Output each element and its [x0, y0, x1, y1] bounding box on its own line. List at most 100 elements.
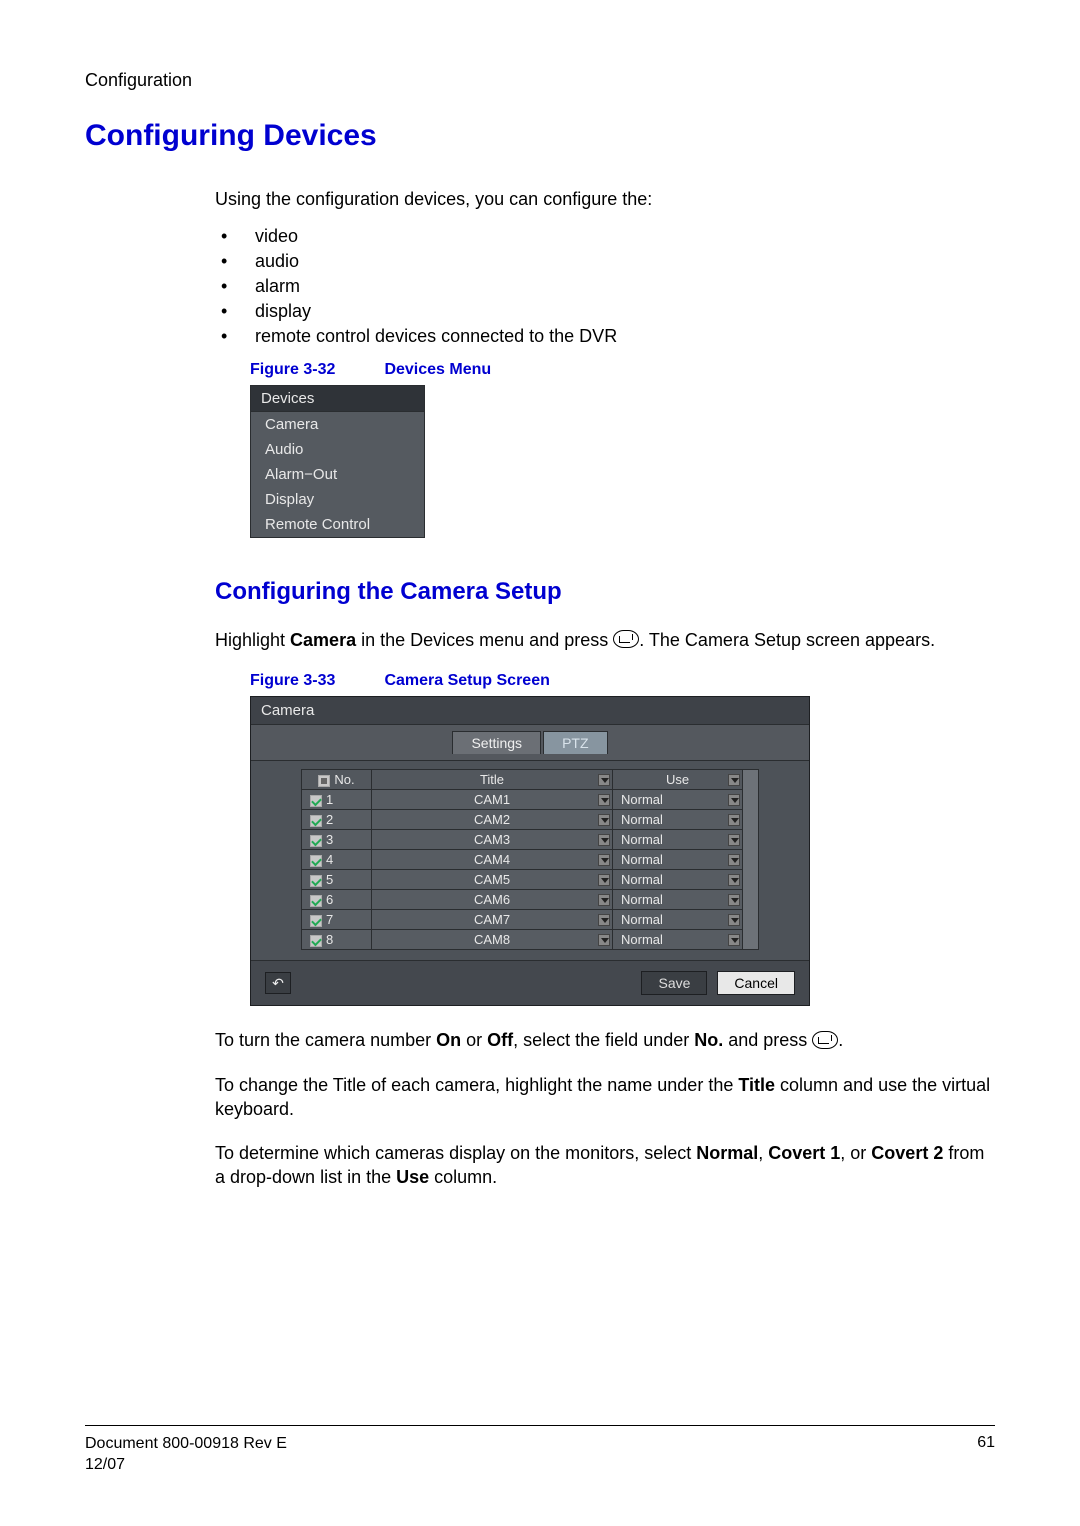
figure-33-caption: Figure 3-33 Camera Setup Screen — [250, 672, 995, 690]
table-row: 6 CAM6 Normal — [302, 890, 759, 910]
dropdown-icon[interactable] — [728, 894, 740, 906]
figure-title: Devices Menu — [384, 361, 491, 378]
devices-menu-item-audio[interactable]: Audio — [251, 437, 424, 462]
paragraph-camera-highlight: Highlight Camera in the Devices menu and… — [215, 628, 995, 652]
dropdown-icon[interactable] — [598, 874, 610, 886]
cell-title[interactable]: CAM4 — [372, 850, 613, 870]
checkbox-icon[interactable] — [310, 875, 322, 887]
dropdown-icon[interactable] — [598, 914, 610, 926]
dropdown-icon[interactable] — [598, 774, 610, 786]
cancel-button[interactable]: Cancel — [717, 971, 795, 995]
cell-use-value: Normal — [621, 852, 663, 867]
heading-configuring-devices: Configuring Devices — [85, 119, 995, 153]
devices-menu-item-camera[interactable]: Camera — [251, 412, 424, 437]
text: , select the field under — [513, 1030, 694, 1050]
cell-title[interactable]: CAM8 — [372, 930, 613, 950]
cell-use[interactable]: Normal — [613, 850, 743, 870]
checkbox-icon[interactable] — [310, 815, 322, 827]
save-button[interactable]: Save — [641, 971, 707, 995]
page-footer: Document 800-00918 Rev E 12/07 61 — [85, 1425, 995, 1476]
cell-title[interactable]: CAM1 — [372, 790, 613, 810]
checkbox-header-icon[interactable] — [318, 775, 330, 787]
cell-no[interactable]: 6 — [302, 890, 372, 910]
bold-covert1: Covert 1 — [768, 1143, 840, 1163]
tab-ptz[interactable]: PTZ — [543, 731, 607, 754]
cell-title[interactable]: CAM6 — [372, 890, 613, 910]
cell-title-value: CAM1 — [474, 792, 510, 807]
cell-use-value: Normal — [621, 912, 663, 927]
cell-no-value: 3 — [326, 832, 333, 847]
cell-use[interactable]: Normal — [613, 790, 743, 810]
cell-use[interactable]: Normal — [613, 870, 743, 890]
cell-no-value: 7 — [326, 912, 333, 927]
tab-settings[interactable]: Settings — [452, 731, 541, 754]
dropdown-icon[interactable] — [728, 814, 740, 826]
paragraph-change-title: To change the Title of each camera, high… — [215, 1073, 995, 1122]
checkbox-icon[interactable] — [310, 935, 322, 947]
camera-screen-tabs: Settings PTZ — [251, 725, 809, 761]
footer-doc: Document 800-00918 Rev E — [85, 1434, 287, 1455]
table-row: 1 CAM1 Normal — [302, 790, 759, 810]
figure-title: Camera Setup Screen — [384, 672, 549, 689]
cell-use[interactable]: Normal — [613, 830, 743, 850]
cell-use[interactable]: Normal — [613, 810, 743, 830]
cell-use[interactable]: Normal — [613, 930, 743, 950]
dropdown-icon[interactable] — [728, 774, 740, 786]
checkbox-icon[interactable] — [310, 795, 322, 807]
cell-no[interactable]: 2 — [302, 810, 372, 830]
table-row: 3 CAM3 Normal — [302, 830, 759, 850]
dropdown-icon[interactable] — [728, 834, 740, 846]
cell-no-value: 4 — [326, 852, 333, 867]
text: To determine which cameras display on th… — [215, 1143, 696, 1163]
footer-page-number: 61 — [977, 1434, 995, 1476]
cell-title-value: CAM8 — [474, 932, 510, 947]
cell-no[interactable]: 7 — [302, 910, 372, 930]
dropdown-icon[interactable] — [728, 854, 740, 866]
dropdown-icon[interactable] — [598, 854, 610, 866]
devices-menu-item-display[interactable]: Display — [251, 487, 424, 512]
cell-no[interactable]: 8 — [302, 930, 372, 950]
checkbox-icon[interactable] — [310, 895, 322, 907]
dropdown-icon[interactable] — [598, 894, 610, 906]
bullet-item: video — [215, 224, 995, 249]
cell-title[interactable]: CAM5 — [372, 870, 613, 890]
cell-title[interactable]: CAM7 — [372, 910, 613, 930]
checkbox-icon[interactable] — [310, 835, 322, 847]
dropdown-icon[interactable] — [728, 874, 740, 886]
text: . — [838, 1030, 843, 1050]
scrollbar[interactable] — [743, 770, 759, 950]
cell-title[interactable]: CAM3 — [372, 830, 613, 850]
bold-camera: Camera — [290, 630, 356, 650]
bold-on: On — [436, 1030, 461, 1050]
cell-no[interactable]: 3 — [302, 830, 372, 850]
col-header-title[interactable]: Title — [372, 770, 613, 790]
text: and press — [723, 1030, 812, 1050]
devices-menu-item-remote-control[interactable]: Remote Control — [251, 512, 424, 537]
checkbox-icon[interactable] — [310, 915, 322, 927]
camera-screen-body: No. Title Use 1 CAM1 Normal 2 CAM2 Norma… — [251, 761, 809, 960]
bullet-item: audio — [215, 249, 995, 274]
dropdown-icon[interactable] — [598, 814, 610, 826]
table-row: 8 CAM8 Normal — [302, 930, 759, 950]
dropdown-icon[interactable] — [728, 934, 740, 946]
dropdown-icon[interactable] — [598, 794, 610, 806]
text: To change the Title of each camera, high… — [215, 1075, 738, 1095]
cell-no[interactable]: 4 — [302, 850, 372, 870]
dropdown-icon[interactable] — [728, 914, 740, 926]
cell-use[interactable]: Normal — [613, 910, 743, 930]
checkbox-icon[interactable] — [310, 855, 322, 867]
dropdown-icon[interactable] — [728, 794, 740, 806]
col-header-no[interactable]: No. — [302, 770, 372, 790]
bold-use: Use — [396, 1167, 429, 1187]
dropdown-icon[interactable] — [598, 934, 610, 946]
cell-no[interactable]: 1 — [302, 790, 372, 810]
cell-use-value: Normal — [621, 932, 663, 947]
cell-no[interactable]: 5 — [302, 870, 372, 890]
cell-title[interactable]: CAM2 — [372, 810, 613, 830]
cell-use[interactable]: Normal — [613, 890, 743, 910]
footer-left: Document 800-00918 Rev E 12/07 — [85, 1434, 287, 1476]
devices-menu-item-alarm-out[interactable]: Alarm−Out — [251, 462, 424, 487]
dropdown-icon[interactable] — [598, 834, 610, 846]
col-header-use[interactable]: Use — [613, 770, 743, 790]
back-button[interactable]: ↶ — [265, 972, 291, 994]
